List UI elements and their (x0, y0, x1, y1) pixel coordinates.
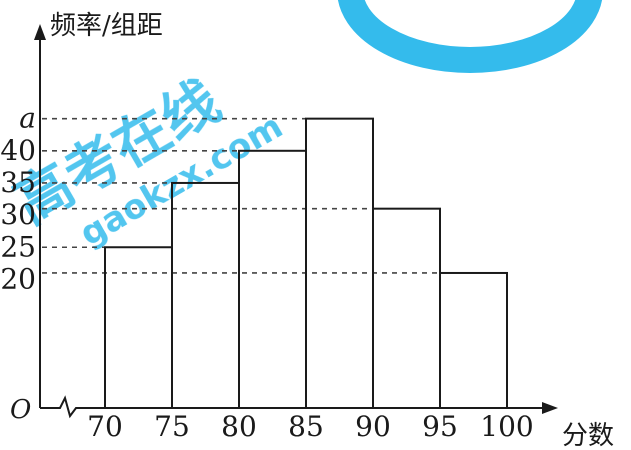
histogram-bar (171, 181, 240, 409)
histogram-bars (104, 117, 508, 410)
y-tick-label: 35 (0, 166, 36, 199)
origin-label: O (10, 395, 31, 425)
histogram-bar (238, 149, 307, 410)
histogram-bar (104, 246, 173, 409)
x-axis-arrow (542, 402, 558, 414)
x-tick-label: 80 (221, 410, 257, 443)
y-axis-label: 频率/组距 (50, 11, 163, 41)
watermark-logo-shape (337, 0, 603, 73)
y-axis-arrow (34, 24, 46, 40)
y-tick-label: 25 (0, 230, 36, 263)
x-tick-label: 85 (288, 410, 324, 443)
x-tick-label: 90 (355, 410, 391, 443)
y-tick-label: a (19, 102, 36, 135)
x-tick-labels: 70 75 80 85 90 95 100 (87, 410, 534, 443)
histogram-bar (305, 117, 374, 410)
x-tick-label: 70 (87, 410, 123, 443)
x-tick-label: 75 (154, 410, 190, 443)
histogram-bar (372, 207, 441, 409)
x-axis-label: 分数 (562, 421, 614, 450)
histogram-bar (439, 271, 508, 409)
y-tick-label: 40 (0, 134, 36, 167)
y-tick-label: 20 (0, 262, 36, 295)
y-tick-label: 30 (0, 198, 36, 231)
x-tick-label: 100 (480, 410, 533, 443)
x-tick-label: 95 (422, 410, 458, 443)
